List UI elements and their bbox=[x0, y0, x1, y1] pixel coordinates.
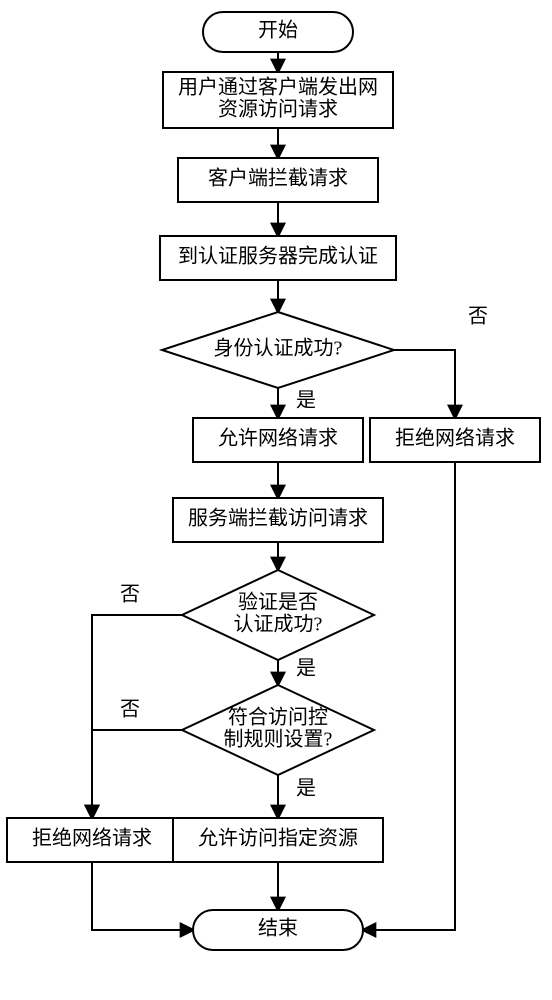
svg-text:资源访问请求: 资源访问请求 bbox=[218, 98, 338, 121]
svg-text:开始: 开始 bbox=[258, 19, 298, 42]
node-n6: 服务端拦截访问请求 bbox=[173, 498, 383, 542]
edge-d1-n5 bbox=[394, 350, 455, 418]
svg-text:认证成功?: 认证成功? bbox=[234, 613, 323, 636]
node-n5: 拒绝网络请求 bbox=[370, 418, 540, 462]
node-n8: 允许访问指定资源 bbox=[173, 818, 383, 862]
node-d2: 验证是否认证成功? bbox=[182, 570, 374, 660]
svg-text:用户通过客户端发出网: 用户通过客户端发出网 bbox=[178, 76, 378, 99]
svg-text:允许访问指定资源: 允许访问指定资源 bbox=[198, 827, 358, 850]
svg-text:到认证服务器完成认证: 到认证服务器完成认证 bbox=[178, 245, 378, 268]
edge-label: 否 bbox=[468, 306, 488, 328]
svg-text:服务端拦截访问请求: 服务端拦截访问请求 bbox=[188, 507, 368, 530]
svg-text:身份认证成功?: 身份认证成功? bbox=[214, 337, 343, 360]
edge-n7-end bbox=[92, 862, 193, 930]
svg-text:制规则设置?: 制规则设置? bbox=[224, 728, 333, 751]
edge-label: 是 bbox=[296, 778, 316, 800]
node-d1: 身份认证成功? bbox=[162, 312, 394, 388]
node-start: 开始 bbox=[203, 12, 353, 52]
edge-label: 否 bbox=[120, 584, 140, 606]
svg-text:验证是否: 验证是否 bbox=[238, 591, 318, 614]
svg-text:允许网络请求: 允许网络请求 bbox=[218, 427, 338, 450]
edge-d3-n7 bbox=[92, 730, 182, 818]
edge-label: 否 bbox=[120, 699, 140, 721]
node-n7: 拒绝网络请求 bbox=[7, 818, 177, 862]
edge-label: 是 bbox=[296, 390, 316, 412]
edge-label: 是 bbox=[296, 658, 316, 680]
svg-text:客户端拦截请求: 客户端拦截请求 bbox=[208, 167, 348, 190]
svg-text:拒绝网络请求: 拒绝网络请求 bbox=[32, 827, 152, 850]
node-n3: 到认证服务器完成认证 bbox=[160, 236, 396, 280]
node-n1: 用户通过客户端发出网资源访问请求 bbox=[163, 72, 393, 128]
flowchart: 开始用户通过客户端发出网资源访问请求客户端拦截请求到认证服务器完成认证身份认证成… bbox=[0, 0, 552, 1000]
node-d3: 符合访问控制规则设置? bbox=[182, 685, 374, 775]
svg-text:拒绝网络请求: 拒绝网络请求 bbox=[395, 427, 515, 450]
node-n2: 客户端拦截请求 bbox=[178, 158, 378, 202]
svg-text:结束: 结束 bbox=[258, 917, 298, 940]
node-end: 结束 bbox=[193, 910, 363, 950]
svg-text:符合访问控: 符合访问控 bbox=[228, 706, 328, 729]
node-n4: 允许网络请求 bbox=[193, 418, 363, 462]
